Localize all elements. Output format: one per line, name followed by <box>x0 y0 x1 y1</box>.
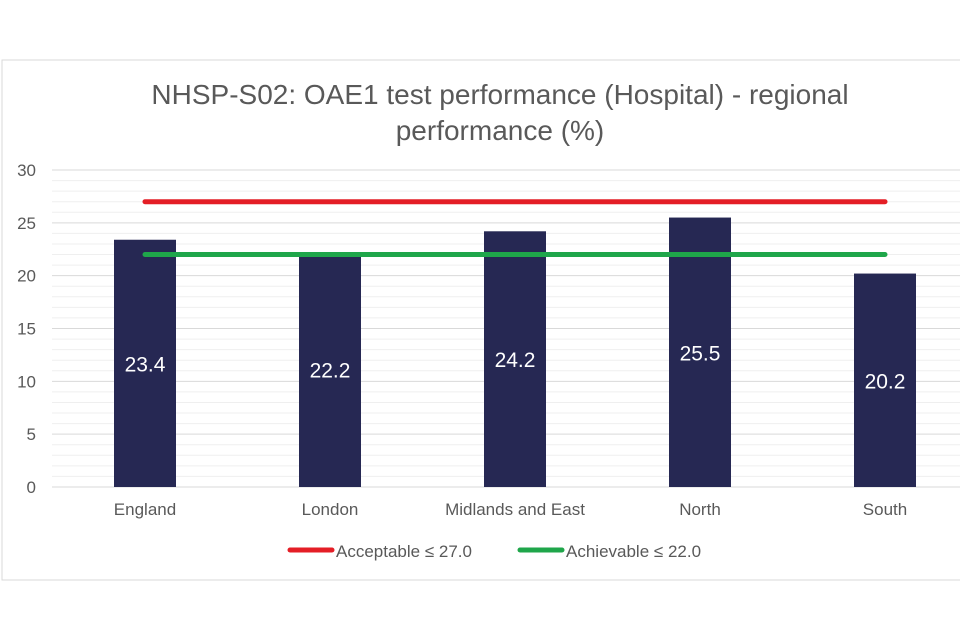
bar-south <box>854 273 916 487</box>
chart-title-line-2: performance (%) <box>396 115 605 146</box>
x-category-label: England <box>114 500 176 519</box>
data-label: 24.2 <box>495 349 536 372</box>
bar-midlands-and-east <box>484 231 546 487</box>
bar-north <box>669 217 731 488</box>
x-category-label: Midlands and East <box>445 500 585 519</box>
data-label: 25.5 <box>680 342 721 365</box>
data-label: 23.4 <box>125 353 166 376</box>
y-tick-label: 0 <box>27 478 36 497</box>
legend: Acceptable ≤ 27.0 Achievable ≤ 22.0 <box>287 542 701 561</box>
x-category-label: London <box>302 500 359 519</box>
y-tick-label: 10 <box>17 372 36 391</box>
y-tick-label: 15 <box>17 320 36 339</box>
x-category-label: South <box>863 500 907 519</box>
x-category-label: North <box>679 500 721 519</box>
bar-london <box>299 252 361 487</box>
y-tick-label: 30 <box>17 161 36 180</box>
legend-label-achievable: Achievable ≤ 22.0 <box>566 542 701 561</box>
data-label: 22.2 <box>310 360 351 383</box>
y-tick-label: 20 <box>17 267 36 286</box>
legend-label-acceptable: Acceptable ≤ 27.0 <box>336 542 472 561</box>
data-label: 20.2 <box>865 370 906 393</box>
chart-title-line-1: NHSP-S02: OAE1 test performance (Hospita… <box>151 79 848 110</box>
bar-england <box>114 239 176 487</box>
y-tick-label: 25 <box>17 214 36 233</box>
y-tick-label: 5 <box>27 425 36 444</box>
